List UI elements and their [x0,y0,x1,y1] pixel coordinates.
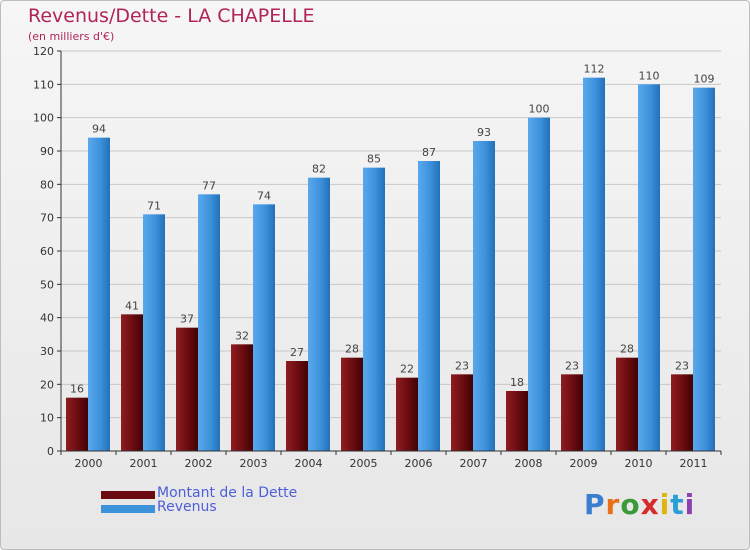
logo-letter: i [659,488,671,521]
data-label-debt: 28 [345,343,359,356]
data-label-revenue: 93 [477,126,491,139]
x-tick-label: 2000 [75,457,103,470]
data-label-revenue: 82 [312,163,326,176]
data-label-debt: 23 [675,359,689,372]
data-label-debt: 18 [510,376,524,389]
bar-revenue [308,177,330,451]
y-tick-label: 0 [47,445,54,458]
chart-title: Revenus/Dette - LA CHAPELLE [28,5,315,27]
y-tick-label: 50 [40,278,54,291]
bar-debt [396,377,418,451]
bar-revenue [693,87,715,452]
x-tick-label: 2007 [460,457,488,470]
data-label-revenue: 74 [257,189,271,202]
bar-debt [451,374,473,451]
data-label-debt: 41 [125,299,139,312]
bar-debt [286,361,308,451]
x-tick-label: 2002 [185,457,213,470]
bar-debt [341,357,363,451]
y-tick-label: 80 [40,178,54,191]
logo-letter: i [684,488,696,521]
x-tick-label: 2008 [515,457,543,470]
bar-revenue [253,204,275,451]
data-label-debt: 32 [235,329,249,342]
bar-debt [231,344,253,451]
bar-revenue [638,84,660,451]
data-label-debt: 37 [180,313,194,326]
x-tick-label: 2010 [625,457,653,470]
logo-letter: r [605,488,621,521]
x-tick-label: 2009 [570,457,598,470]
data-label-debt: 16 [70,383,84,396]
data-label-revenue: 94 [92,123,106,136]
logo-letter: P [584,488,606,521]
data-label-revenue: 110 [639,69,660,82]
y-tick-label: 20 [40,378,54,391]
chart-subtitle: (en milliers d'€) [28,30,115,43]
gridlines [61,50,721,419]
y-tick-label: 30 [40,345,54,358]
bar-revenue [473,141,495,451]
data-label-debt: 22 [400,363,414,376]
data-label-debt: 28 [620,343,634,356]
data-label-revenue: 87 [422,146,436,159]
bar-debt [176,327,198,451]
data-labels: 16 94 41 71 37 77 32 74 27 82 28 85 22 87 23 93 18 100 23 1… [70,63,715,396]
bar-debt [506,391,528,451]
y-tick-label: 120 [33,45,54,58]
bar-debt [671,374,693,451]
bar-revenue [143,214,165,451]
legend-swatch-debt [101,491,155,499]
logo-letter: x [640,488,660,521]
data-label-revenue: 100 [529,103,550,116]
data-label-revenue: 85 [367,153,381,166]
bar-debt [66,397,88,451]
bar-debt [561,374,583,451]
x-tick-label: 2006 [405,457,433,470]
legend-label-debt: Montant de la Dette [157,485,298,501]
x-tick-label: 2011 [680,457,708,470]
data-label-revenue: 112 [584,63,605,76]
bar-debt [616,357,638,451]
bar-revenue [528,117,550,452]
bar-revenue [198,194,220,452]
legend-swatch-revenue [101,505,155,513]
data-label-revenue: 77 [202,179,216,192]
x-tick-label: 2004 [295,457,323,470]
data-label-revenue: 109 [694,73,715,86]
x-tick-label: 2001 [130,457,158,470]
y-axis-ticks: 0 10 20 30 40 50 60 70 80 90 100 110 120 [33,45,61,458]
y-tick-label: 100 [33,112,54,125]
bar-debt [121,314,143,451]
data-label-debt: 27 [290,346,304,359]
data-label-debt: 23 [565,359,579,372]
logo-letter: t [670,488,685,521]
y-tick-label: 10 [40,412,54,425]
x-tick-label: 2005 [350,457,378,470]
proxiti-logo: Proxiti [584,488,695,521]
legend-label-revenue: Revenus [157,499,217,515]
bars [66,77,715,452]
y-tick-label: 90 [40,145,54,158]
y-tick-label: 70 [40,212,54,225]
bar-revenue [363,167,385,451]
y-tick-label: 110 [33,78,54,91]
bar-revenue [418,161,440,451]
bar-revenue [583,77,605,452]
y-tick-label: 40 [40,312,54,325]
logo-letter: o [620,488,641,521]
bar-revenue [88,137,110,451]
x-axis-ticks: 2000 2001 2002 2003 2004 2005 2006 2007 2008 2009… [60,451,722,470]
data-label-revenue: 71 [147,199,161,212]
y-tick-label: 60 [40,245,54,258]
x-tick-label: 2003 [240,457,268,470]
data-label-debt: 23 [455,359,469,372]
